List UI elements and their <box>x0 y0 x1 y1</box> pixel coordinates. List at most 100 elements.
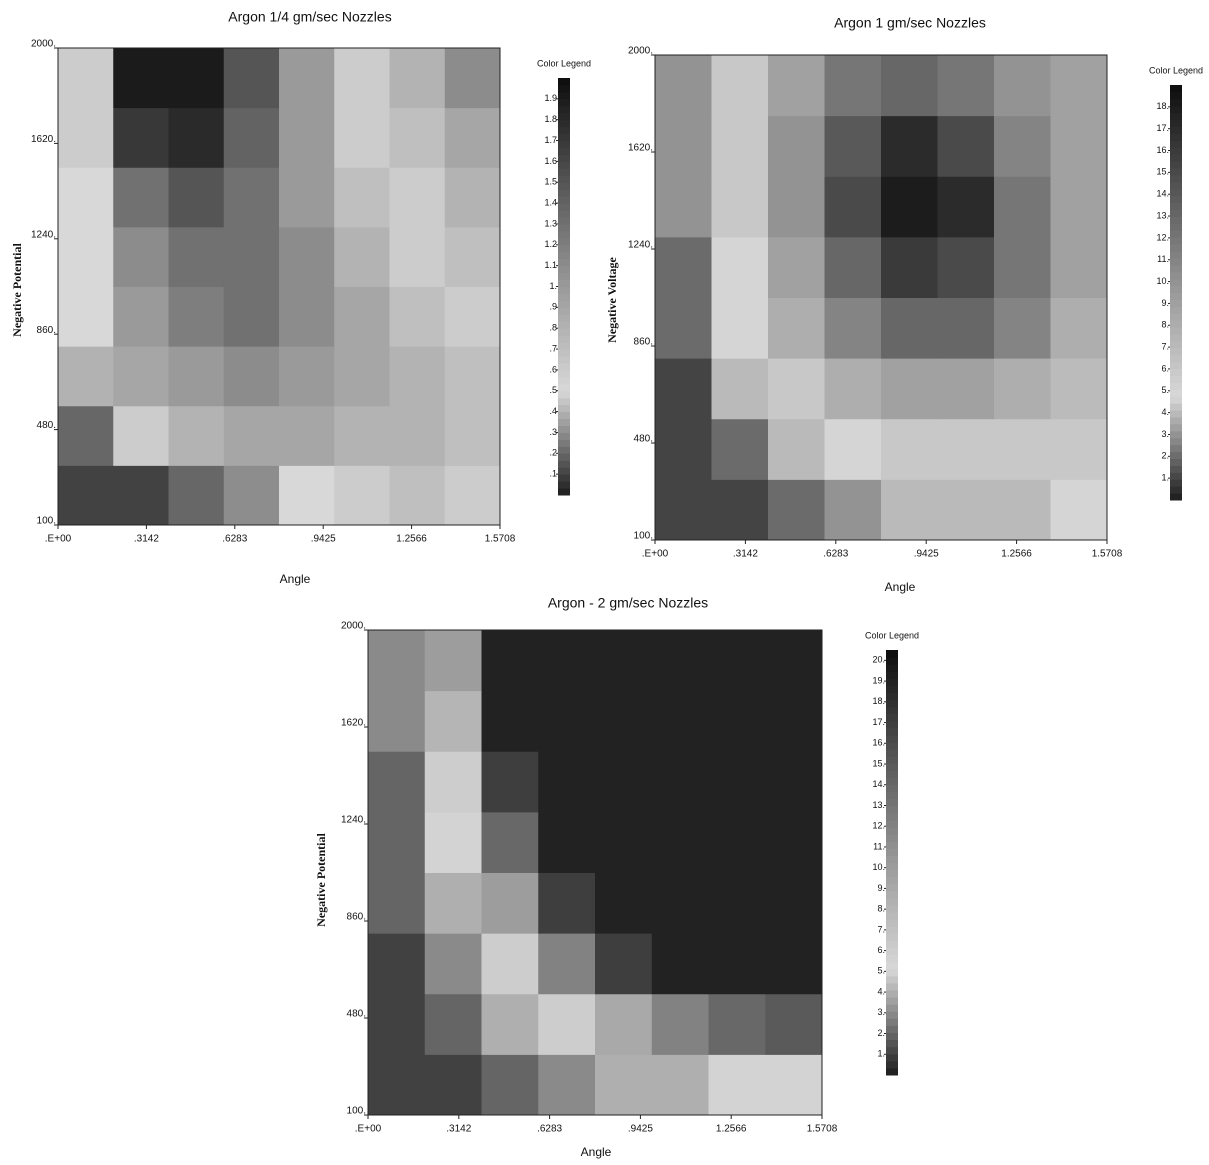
heat-cell <box>58 405 114 466</box>
heat-cell <box>711 479 769 541</box>
y-tick-label: 480. <box>347 1009 366 1020</box>
heat-cell <box>538 630 596 692</box>
heat-cell <box>424 933 482 995</box>
legend-swatch <box>558 119 570 128</box>
y-axis-label: Negative Potential <box>10 243 24 337</box>
heat-cell <box>765 1054 823 1116</box>
legend-swatch <box>1170 403 1182 411</box>
legend-swatch <box>886 1060 898 1069</box>
legend-swatch <box>886 742 898 750</box>
legend-swatch <box>558 112 570 121</box>
legend-tick-label: 1.8 <box>544 114 557 124</box>
heat-cell <box>223 465 280 526</box>
heat-cell <box>444 465 501 526</box>
heat-cell <box>444 346 501 407</box>
heat-cell <box>368 630 426 692</box>
legend-swatch <box>886 862 898 871</box>
legend-tick-label: 1.3 <box>544 218 557 228</box>
legend-swatch <box>1170 278 1182 287</box>
heat-cell <box>424 630 482 692</box>
legend-swatch <box>558 154 570 162</box>
x-tick-label: .6283 <box>222 534 247 545</box>
heat-cell <box>765 751 823 813</box>
legend-swatch <box>558 286 570 294</box>
legend-swatch <box>1170 458 1182 466</box>
legend-tick-label: 6. <box>1161 363 1169 373</box>
heat-cell <box>389 405 446 466</box>
legend-title: Color Legend <box>537 58 591 68</box>
legend-swatch <box>886 968 898 977</box>
legend-swatch <box>886 1011 898 1019</box>
heat-cell <box>168 286 225 347</box>
legend-swatch <box>558 453 570 461</box>
legend-swatch <box>886 834 898 842</box>
heat-cell <box>223 48 280 109</box>
legend-swatch <box>1170 417 1182 425</box>
legend-swatch <box>1170 299 1182 307</box>
heat-cell <box>334 286 390 347</box>
legend-swatch <box>886 841 898 849</box>
legend-swatch <box>886 735 898 743</box>
x-tick-label: .E+00 <box>355 1124 382 1135</box>
legend-swatch <box>1170 271 1182 280</box>
y-tick-label: 100. <box>347 1106 366 1117</box>
heat-cell <box>655 297 712 359</box>
heat-cell <box>655 176 712 238</box>
legend-swatch <box>1170 313 1182 321</box>
heat-cell <box>881 297 938 359</box>
legend-swatch <box>558 210 570 218</box>
heat-cell <box>994 236 1051 298</box>
legend-swatch <box>886 897 898 906</box>
heat-cell <box>708 811 766 873</box>
legend-tick-label: .2 <box>549 448 557 458</box>
legend-swatch <box>886 699 898 708</box>
legend-swatch <box>886 848 898 856</box>
legend-swatch <box>558 481 570 489</box>
legend-swatch <box>558 258 570 267</box>
legend-swatch <box>1170 472 1182 480</box>
legend-tick-label: 1.7 <box>544 135 557 145</box>
heat-cell <box>481 993 539 1055</box>
y-tick-label: 480. <box>37 420 56 431</box>
heat-cell <box>424 993 482 1055</box>
legend-tick-label: 1.2 <box>544 239 557 249</box>
legend-swatch <box>886 827 898 835</box>
heat-cell <box>223 107 280 168</box>
heat-cell <box>334 465 390 526</box>
heat-cell <box>444 167 501 228</box>
legend-swatch <box>558 237 570 246</box>
legend-tick-label: 13. <box>1156 210 1169 220</box>
x-tick-label: .6283 <box>823 549 848 560</box>
legend-tick-label: 16. <box>872 738 885 748</box>
heat-cell <box>481 933 539 995</box>
heat-cell <box>334 167 390 228</box>
heat-cell <box>538 993 596 1055</box>
heat-cell <box>279 465 335 526</box>
legend-swatch <box>558 217 570 225</box>
legend-swatch <box>558 272 570 281</box>
legend-tick-label: 17. <box>872 717 885 727</box>
legend-tick-label: 5. <box>877 966 885 976</box>
legend-swatch <box>1170 327 1182 335</box>
legend-swatch <box>886 990 898 998</box>
legend-swatch <box>558 300 570 308</box>
legend-swatch <box>558 439 570 447</box>
legend-swatch <box>558 140 570 148</box>
heat-cell <box>655 236 712 298</box>
heat-cell <box>389 167 446 228</box>
legend-swatch <box>1170 292 1182 300</box>
heat-cell <box>113 465 169 526</box>
heat-cell <box>765 872 823 934</box>
legend-swatch <box>558 84 570 93</box>
legend-tick-label: .5 <box>549 385 557 395</box>
legend-swatch <box>1170 126 1182 134</box>
x-tick-label: .3142 <box>733 549 758 560</box>
x-tick-label: 1.2566 <box>716 1124 747 1135</box>
heat-cell <box>708 751 766 813</box>
heat-cell <box>824 297 882 359</box>
heat-cell <box>279 48 335 109</box>
legend-swatch <box>1170 223 1182 231</box>
heat-cell <box>881 55 938 117</box>
heat-cell <box>334 107 390 168</box>
